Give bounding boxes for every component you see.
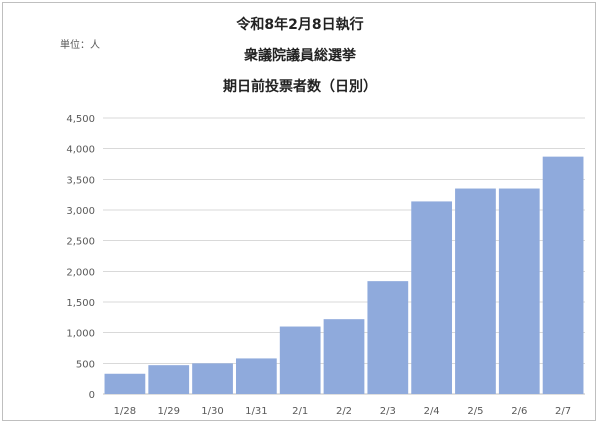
x-tick-label: 2/5	[467, 406, 483, 417]
x-tick-label: 1/29	[157, 406, 179, 417]
y-tick-label: 4,500	[66, 114, 95, 125]
bar-2/4	[411, 201, 453, 394]
y-tick-label: 500	[76, 359, 95, 370]
y-tick-label: 4,000	[66, 145, 95, 156]
bar-1/31	[235, 358, 277, 394]
y-tick-label: 1,500	[66, 298, 95, 309]
chart-title-line-1: 令和8年2月8日執行	[236, 17, 364, 33]
y-tick-label: 3,500	[66, 175, 95, 186]
bar-2/7	[542, 156, 584, 394]
x-tick-label: 2/2	[336, 406, 352, 417]
chart-title-line-3: 期日前投票者数（日別）	[223, 79, 377, 95]
x-tick-label: 2/3	[380, 406, 396, 417]
y-tick-label: 3,000	[66, 206, 95, 217]
x-tick-label: 2/4	[424, 406, 440, 417]
unit-label: 単位：人	[60, 40, 100, 51]
bars	[104, 156, 584, 394]
bar-2/5	[455, 188, 496, 394]
bar-2/2	[323, 319, 365, 394]
x-tick-label: 2/1	[292, 406, 308, 417]
bar-2/3	[367, 281, 409, 394]
y-axis: 0 500 1,000 1,500 2,000 2,500 3,000 3,500 4,000 4…	[66, 114, 95, 401]
bar-2/1	[279, 326, 321, 394]
y-tick-label: 2,000	[66, 267, 95, 278]
x-tick-label: 1/30	[201, 406, 223, 417]
bar-1/28	[104, 373, 146, 394]
bar-1/30	[192, 363, 233, 394]
x-tick-label: 2/7	[555, 406, 571, 417]
bar-1/29	[148, 365, 190, 394]
x-axis: 1/28 1/29 1/30 1/31 2/1 2/2 2/3 2/4 2/5 2/6 2/7	[114, 406, 571, 417]
chart-title-line-2: 衆議院議員総選挙	[244, 48, 356, 64]
x-tick-label: 1/28	[114, 406, 136, 417]
x-tick-label: 2/6	[511, 406, 527, 417]
bar-2/6	[498, 188, 540, 394]
y-tick-label: 1,000	[66, 329, 95, 340]
y-tick-label: 2,500	[66, 237, 95, 248]
y-tick-label: 0	[89, 390, 95, 401]
x-tick-label: 1/31	[245, 406, 267, 417]
